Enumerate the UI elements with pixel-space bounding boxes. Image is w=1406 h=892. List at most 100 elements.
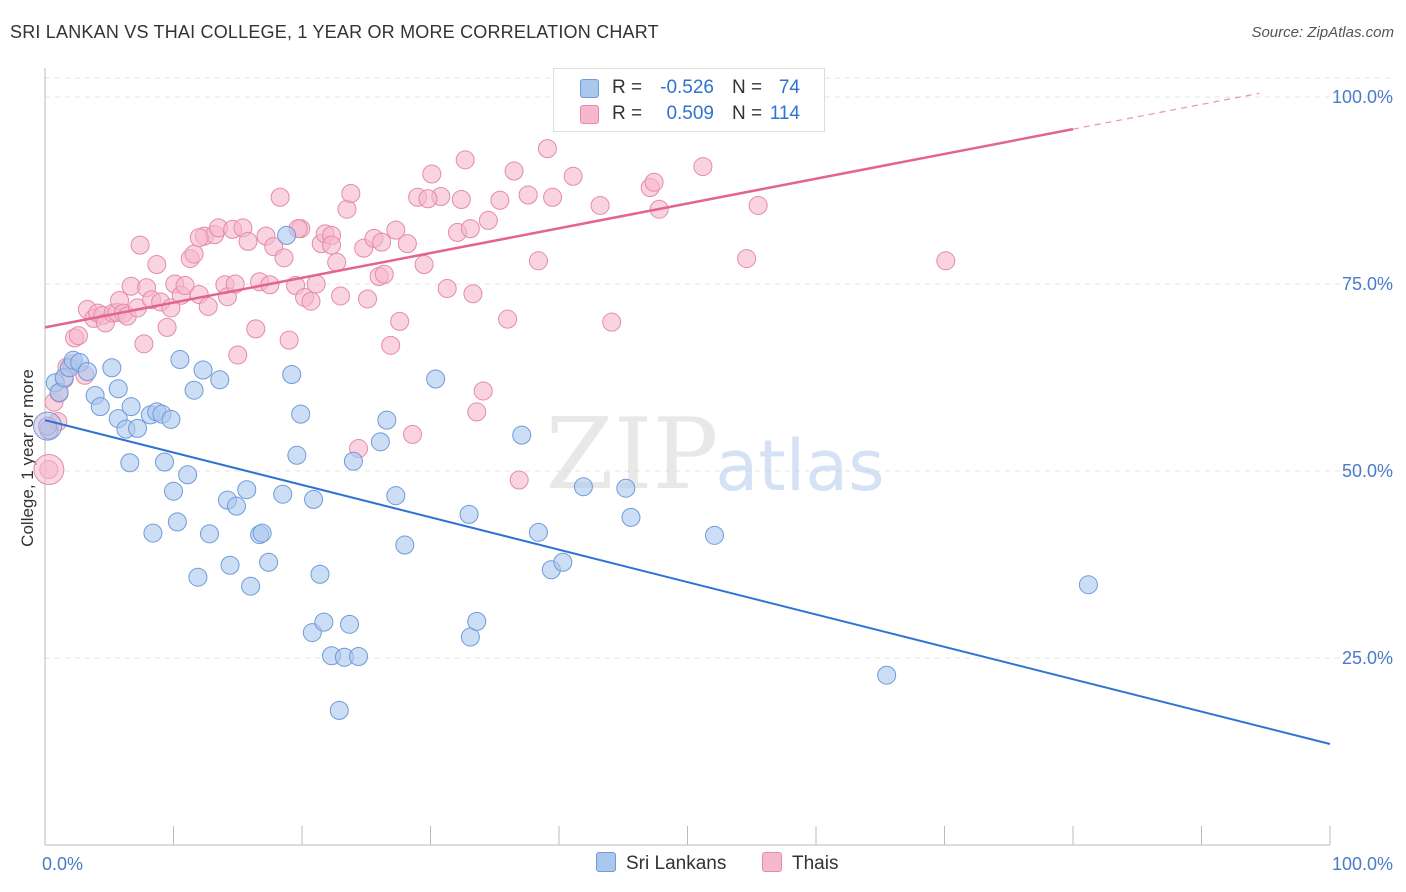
- y-tick-label: 100.0%: [1332, 87, 1393, 107]
- sri-lankan-point: [237, 480, 257, 500]
- sri-lankan-point: [161, 409, 181, 429]
- thai-point: [270, 187, 290, 207]
- thai-point: [372, 232, 392, 252]
- thai-point: [518, 185, 538, 205]
- thai-point: [460, 219, 480, 239]
- thai-point: [274, 248, 294, 268]
- thai-point: [936, 251, 956, 271]
- thai-point: [331, 286, 351, 306]
- sri-lankan-trend-line: [44, 419, 1331, 745]
- stats-n-label: N =: [732, 103, 763, 124]
- sri-lankan-point: [193, 360, 213, 380]
- thai-point: [246, 319, 266, 339]
- thai-point: [455, 150, 475, 170]
- points-layer: [33, 139, 1098, 720]
- sri-lankan-point: [1078, 575, 1098, 595]
- thai-point: [509, 470, 529, 490]
- thai-point: [374, 264, 394, 284]
- thai-point: [175, 275, 195, 295]
- legend-swatch-sri-lankans: [596, 852, 616, 872]
- sri-lankan-point: [273, 484, 293, 504]
- sri-lankan-point: [120, 453, 140, 473]
- thai-point: [537, 139, 557, 159]
- sri-lankan-point: [33, 411, 63, 441]
- sri-lankan-point: [199, 524, 219, 544]
- chart-source: Source: ZipAtlas.com: [1251, 24, 1394, 41]
- thai-point: [528, 251, 548, 271]
- sri-lankan-point: [77, 362, 97, 382]
- legend-item-sri-lankans[interactable]: Sri Lankans: [596, 852, 726, 876]
- thai-point: [238, 231, 258, 251]
- thai-point: [301, 291, 321, 311]
- sri-lankan-point: [386, 486, 406, 506]
- thai-point: [644, 172, 664, 192]
- sri-lankan-point: [241, 576, 261, 596]
- thai-point: [478, 210, 498, 230]
- sri-lankan-point: [188, 567, 208, 587]
- sri-lankan-point: [102, 358, 122, 378]
- sri-lankan-point: [155, 452, 175, 472]
- thai-point: [602, 312, 622, 332]
- x-tick-label: 100.0%: [1332, 854, 1393, 874]
- stats-box: R = -0.526 N = 74 R = 0.509 N = 114: [553, 68, 825, 132]
- sri-lankan-point: [282, 365, 302, 385]
- thai-point: [504, 161, 524, 181]
- legend-label: Thais: [792, 853, 839, 874]
- sri-lankan-point: [621, 507, 641, 527]
- sri-lankan-point: [143, 523, 163, 543]
- stats-r-label: R =: [612, 103, 643, 124]
- thai-point: [228, 345, 248, 365]
- thai-point: [390, 311, 410, 331]
- sri-lankan-point: [121, 397, 141, 417]
- thai-point: [748, 195, 768, 215]
- thai-point: [130, 235, 150, 255]
- legend-item-thais[interactable]: Thais: [762, 852, 838, 876]
- sri-lankan-point: [704, 525, 724, 545]
- sri-lankan-point: [467, 611, 487, 631]
- thai-point: [386, 220, 406, 240]
- sri-lankan-point: [226, 496, 246, 516]
- sri-lankan-point: [329, 700, 349, 720]
- thai-point: [590, 195, 610, 215]
- thai-trend-line: [44, 127, 1074, 329]
- sri-lankan-point: [277, 225, 297, 245]
- thai-point: [184, 244, 204, 264]
- thais-swatch: [580, 105, 599, 124]
- thai-point: [543, 187, 563, 207]
- thai-point: [189, 228, 209, 248]
- thai-point: [467, 402, 487, 422]
- sri-lankan-point: [291, 404, 311, 424]
- sri-lankan-point: [377, 410, 397, 430]
- watermark-atlas: atlas: [715, 425, 884, 507]
- thai-point: [306, 274, 326, 294]
- sri-lankan-point: [210, 370, 230, 390]
- stats-n-value: 74: [778, 77, 800, 98]
- trend-layer: [44, 92, 1331, 745]
- thai-point: [437, 278, 457, 298]
- sri-lankan-point: [220, 555, 240, 575]
- chart-title: SRI LANKAN VS THAI COLLEGE, 1 YEAR OR MO…: [10, 22, 659, 42]
- sri-lankan-point: [128, 418, 148, 438]
- thai-point: [422, 164, 442, 184]
- thai-point: [33, 454, 65, 486]
- grid-layer: [45, 77, 1395, 659]
- sri-lankan-point: [512, 425, 532, 445]
- legend-swatch-thais: [762, 852, 782, 872]
- sri-lankan-point: [426, 369, 446, 389]
- y-tick-label: 25.0%: [1342, 648, 1393, 668]
- stats-r-value: 0.509: [666, 103, 714, 124]
- thai-point: [563, 166, 583, 186]
- thai-point: [225, 274, 245, 294]
- thai-point: [198, 296, 218, 316]
- sri-lankan-point: [340, 614, 360, 634]
- sri-lankan-point: [459, 504, 479, 524]
- stats-r-label: R =: [612, 77, 643, 98]
- sri-lankan-point: [164, 481, 183, 501]
- sri-lankan-point: [184, 380, 204, 400]
- tick-label-layer: 25.0% 50.0% 75.0% 100.0% 0.0% 100.0%: [42, 87, 1393, 874]
- thai-point: [157, 317, 177, 337]
- sri-lankan-point: [349, 647, 369, 667]
- thai-point: [358, 289, 378, 309]
- sri-lankans-swatch: [580, 79, 599, 98]
